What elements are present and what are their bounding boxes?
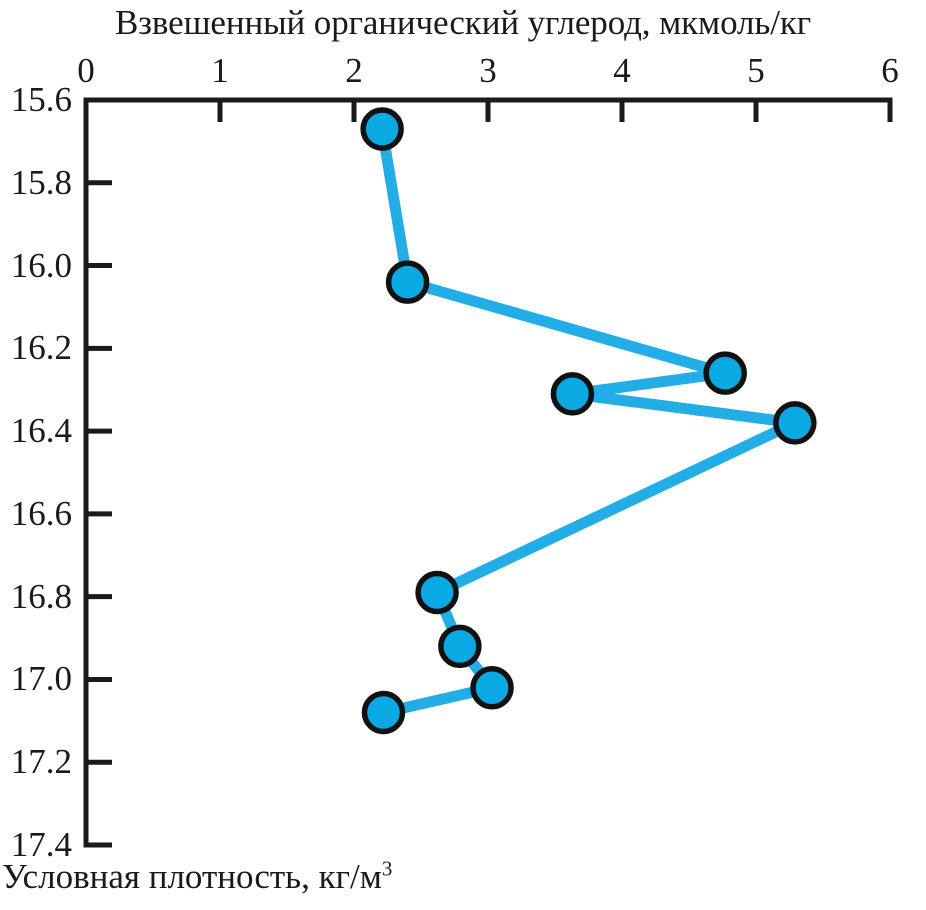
data-point-marker	[415, 570, 459, 615]
y-axis-title-text: Условная плотность, кг/м	[2, 857, 382, 896]
data-point-marker	[438, 624, 482, 669]
data-point-marker	[470, 665, 514, 710]
data-point-marker	[773, 401, 817, 445]
y-axis-ticks	[86, 180, 112, 765]
data-point-marker	[385, 260, 430, 304]
x-tick-label: 6	[881, 51, 899, 90]
x-tick-label: 0	[77, 51, 95, 90]
x-axis-ticks	[217, 100, 759, 122]
data-markers	[360, 107, 817, 735]
x-tick-label: 1	[211, 51, 229, 90]
y-axis-title: Условная плотность, кг/м3	[2, 856, 392, 898]
y-tick-label: 15.6	[10, 80, 72, 119]
x-tick-label: 4	[613, 51, 631, 90]
y-tick-label: 15.8	[10, 162, 72, 202]
data-line	[376, 123, 801, 719]
data-point-marker	[360, 107, 404, 151]
data-point-marker	[361, 690, 406, 735]
axis-frame	[83, 97, 893, 848]
x-tick-label: 3	[479, 51, 497, 90]
y-tick-label: 17.2	[10, 742, 72, 782]
y-axis-title-exponent: 3	[381, 856, 393, 881]
y-tick-label: 17.0	[10, 659, 72, 699]
data-point-marker	[703, 351, 747, 395]
data-point-marker	[550, 372, 595, 416]
x-tick-label: 2	[345, 51, 363, 90]
y-tick-label: 16.2	[10, 328, 72, 368]
x-axis-title: Взвешенный органический углерод, мкмоль/…	[114, 3, 812, 42]
y-tick-label: 16.0	[10, 245, 72, 285]
y-tick-label: 16.8	[10, 576, 72, 616]
y-tick-label: 17.4	[10, 825, 72, 864]
y-tick-label: 16.4	[10, 411, 72, 451]
x-tick-label: 5	[747, 51, 765, 90]
y-tick-label: 16.6	[10, 493, 72, 533]
